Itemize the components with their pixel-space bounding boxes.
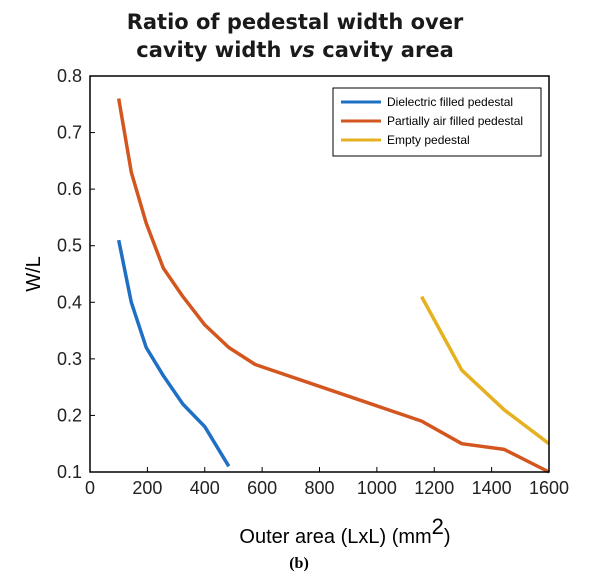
x-tick-label: 600 [247, 478, 277, 498]
x-tick-label: 1200 [414, 478, 454, 498]
y-tick-label: 0.8 [57, 66, 82, 86]
legend-label: Partially air filled pedestal [387, 114, 523, 128]
y-tick-label: 0.3 [57, 349, 82, 369]
x-tick-label: 0 [85, 478, 95, 498]
chart-title-part-b: cavity area [314, 38, 454, 62]
y-axis-label: W/L [23, 256, 45, 292]
y-tick-label: 0.5 [57, 236, 82, 256]
x-axis-label: Outer area (LxL) (mm2) [239, 514, 450, 548]
series-line-0 [116, 239, 231, 468]
legend-label: Dielectric filled pedestal [387, 95, 513, 109]
chart-title: Ratio of pedestal width over cavity widt… [60, 8, 530, 64]
legend-label: Empty pedestal [387, 133, 470, 147]
chart-title-line2: cavity width vs cavity area [60, 36, 530, 64]
chart-title-vs: vs [288, 38, 315, 62]
figure-caption: (b) [289, 555, 309, 572]
series-line-2 [420, 295, 551, 446]
y-tick-label: 0.7 [57, 123, 82, 143]
x-tick-label: 1400 [472, 478, 512, 498]
x-axis-label-close: ) [444, 526, 451, 548]
y-tick-label: 0.2 [57, 405, 82, 425]
y-tick-label: 0.6 [57, 179, 82, 199]
x-tick-label: 800 [304, 478, 334, 498]
chart-title-part-a: cavity width [136, 38, 289, 62]
x-tick-label: 1600 [529, 478, 569, 498]
chart-title-line1: Ratio of pedestal width over [126, 10, 464, 34]
line-chart: 0 200 400 600 800 1000 1200 1400 1600 0.1 0.2 0.3 0.… [23, 66, 569, 548]
x-axis-label-main: Outer area (LxL) (mm [239, 526, 431, 548]
y-tick-label: 0.1 [57, 462, 82, 482]
x-tick-label: 400 [190, 478, 220, 498]
series-line-1 [116, 98, 550, 474]
x-tick-label: 1000 [357, 478, 397, 498]
legend: Dielectric filled pedestal Partially air … [332, 87, 542, 157]
x-axis-label-sup: 2 [432, 514, 444, 539]
x-tick-label: 200 [132, 478, 162, 498]
y-tick-label: 0.4 [57, 292, 82, 312]
